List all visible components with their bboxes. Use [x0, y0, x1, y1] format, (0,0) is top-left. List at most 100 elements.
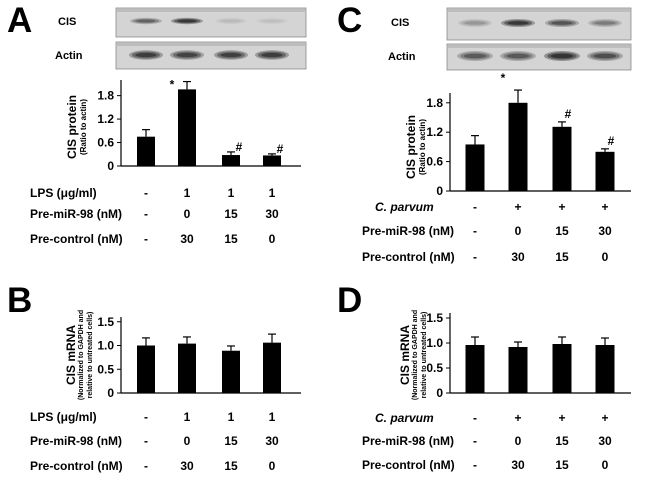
condition-value: 30: [511, 458, 525, 472]
condition-value: 1: [269, 410, 276, 424]
western-blot: [446, 7, 632, 71]
y-tick-label: 0: [107, 386, 114, 400]
blot-strip-cis: [446, 7, 632, 41]
blot-band-layer: [176, 52, 198, 58]
condition-value: 1: [269, 186, 276, 200]
blot-band-layer: [460, 52, 490, 60]
y-tick-label: 1.0: [426, 336, 443, 350]
condition-label: Pre-miR-98 (nM): [30, 207, 122, 221]
condition-value: -: [473, 434, 477, 448]
condition-value: -: [144, 410, 148, 424]
blot-band-layer: [135, 52, 157, 58]
blot-band: [501, 19, 535, 27]
blot-band-layer: [262, 19, 282, 23]
condition-row: Pre-miR-98 (nM) - 0 15 30: [30, 434, 279, 448]
blot-band-layer: [507, 21, 529, 25]
condition-row: C. parvum - + + +: [375, 200, 609, 214]
blot-label-actin: Actin: [388, 51, 416, 63]
condition-value: -: [144, 232, 148, 246]
blot-band-layer: [587, 51, 623, 61]
significance-hash: #: [565, 107, 572, 121]
blot-band-layer: [170, 50, 204, 60]
condition-value: 0: [602, 250, 609, 264]
blot-band-layer: [461, 20, 489, 26]
blot-band-layer: [464, 21, 486, 25]
blot-strip-cis: [115, 7, 307, 38]
blot-band-layer: [550, 53, 574, 59]
condition-value: 30: [511, 250, 525, 264]
blot-band-layer: [500, 51, 536, 61]
y-tick-label: 0.6: [426, 155, 443, 169]
condition-row: Pre-control (nM) - 30 15 0: [30, 459, 276, 473]
significance-hash: #: [236, 140, 243, 154]
y-tick-label: 1.2: [426, 125, 443, 139]
significance-star: *: [170, 78, 175, 92]
condition-label: Pre-miR-98 (nM): [362, 224, 454, 238]
blot-label-actin: Actin: [55, 50, 83, 62]
condition-label: C. parvum: [375, 411, 434, 425]
blot-band: [214, 50, 248, 60]
condition-value: 0: [515, 224, 522, 238]
condition-table: C. parvum - + + +Pre-miR-98 (nM) -0 15 30Pre-co…: [362, 411, 612, 472]
condition-value: 0: [515, 434, 522, 448]
panel-b-chart: 0 0.5 1.0 1.5 LPS (μg/ml) - 1 1 1 Pre-miR-98 (nM)…: [30, 315, 301, 473]
condition-value: 15: [555, 224, 569, 238]
condition-label: Pre-miR-98 (nM): [30, 434, 122, 448]
condition-label: Pre-miR-98 (nM): [362, 434, 454, 448]
y-tick-label: 0: [107, 159, 114, 173]
bar: [263, 155, 281, 166]
blot-strip-actin: [446, 43, 632, 71]
condition-value: 15: [555, 458, 569, 472]
condition-value: -: [473, 200, 477, 214]
y-axis-label: CIS protein (Ratio to actin): [404, 114, 427, 180]
y-axis-subtitle: (Normalized to GAPDH and: [78, 309, 85, 401]
panel-letter-c: C: [337, 1, 363, 40]
bar: [595, 151, 615, 191]
condition-value: 1: [184, 410, 191, 424]
blot-band: [544, 51, 580, 61]
bar: [137, 136, 155, 166]
blot-band: [170, 50, 204, 60]
significance-hash: #: [277, 142, 284, 156]
condition-value: 30: [180, 232, 194, 246]
y-tick-label: 0.6: [97, 136, 114, 150]
y-tick-label: 0: [436, 386, 443, 400]
blot-band-layer: [177, 19, 197, 23]
panel-letter-b: B: [7, 281, 33, 320]
blot-band: [171, 17, 203, 25]
condition-value: -: [473, 411, 477, 425]
blot-band-layer: [457, 51, 493, 61]
condition-value: 15: [224, 459, 238, 473]
bar: [552, 344, 572, 393]
blot-band: [587, 51, 623, 61]
condition-value: 0: [602, 458, 609, 472]
bar: [263, 342, 281, 393]
blot-band-layer: [214, 50, 248, 60]
condition-value: +: [514, 411, 521, 425]
blot-background: [115, 7, 307, 38]
western-blot: [115, 7, 307, 70]
y-axis-title: CIS protein: [404, 114, 418, 180]
condition-value: 30: [265, 434, 279, 448]
blot-edge-shade: [448, 45, 630, 48]
y-axis-title: CIS protein: [65, 94, 79, 160]
y-tick-label: 0.5: [426, 361, 443, 375]
condition-value: 0: [184, 434, 191, 448]
blot-band-layer: [545, 19, 579, 27]
condition-value: 15: [555, 434, 569, 448]
condition-value: 15: [224, 434, 238, 448]
condition-row: Pre-miR-98 (nM) - 0 15 30: [30, 207, 279, 221]
panel-a-chart: 0 0.6 1.2 1.8 * # # LPS (μg/ml) - 1 1 1 Pre-miR-98 (…: [30, 7, 307, 246]
condition-value: -: [144, 207, 148, 221]
blot-band-layer: [548, 20, 576, 26]
condition-label: C. parvum: [375, 200, 434, 214]
condition-label: LPS (μg/ml): [30, 410, 97, 424]
condition-row: Pre-miR-98 (nM) - 0 15 30: [362, 224, 612, 238]
condition-value: -: [473, 224, 477, 238]
y-axis-subtitle: relative to untreated cells): [420, 311, 428, 399]
bar: [465, 144, 485, 191]
y-axis-label: CIS mRNA (Normalized to GAPDH and relati…: [398, 310, 429, 400]
condition-row: Pre-control (nM) - 30 15 0: [30, 232, 276, 246]
